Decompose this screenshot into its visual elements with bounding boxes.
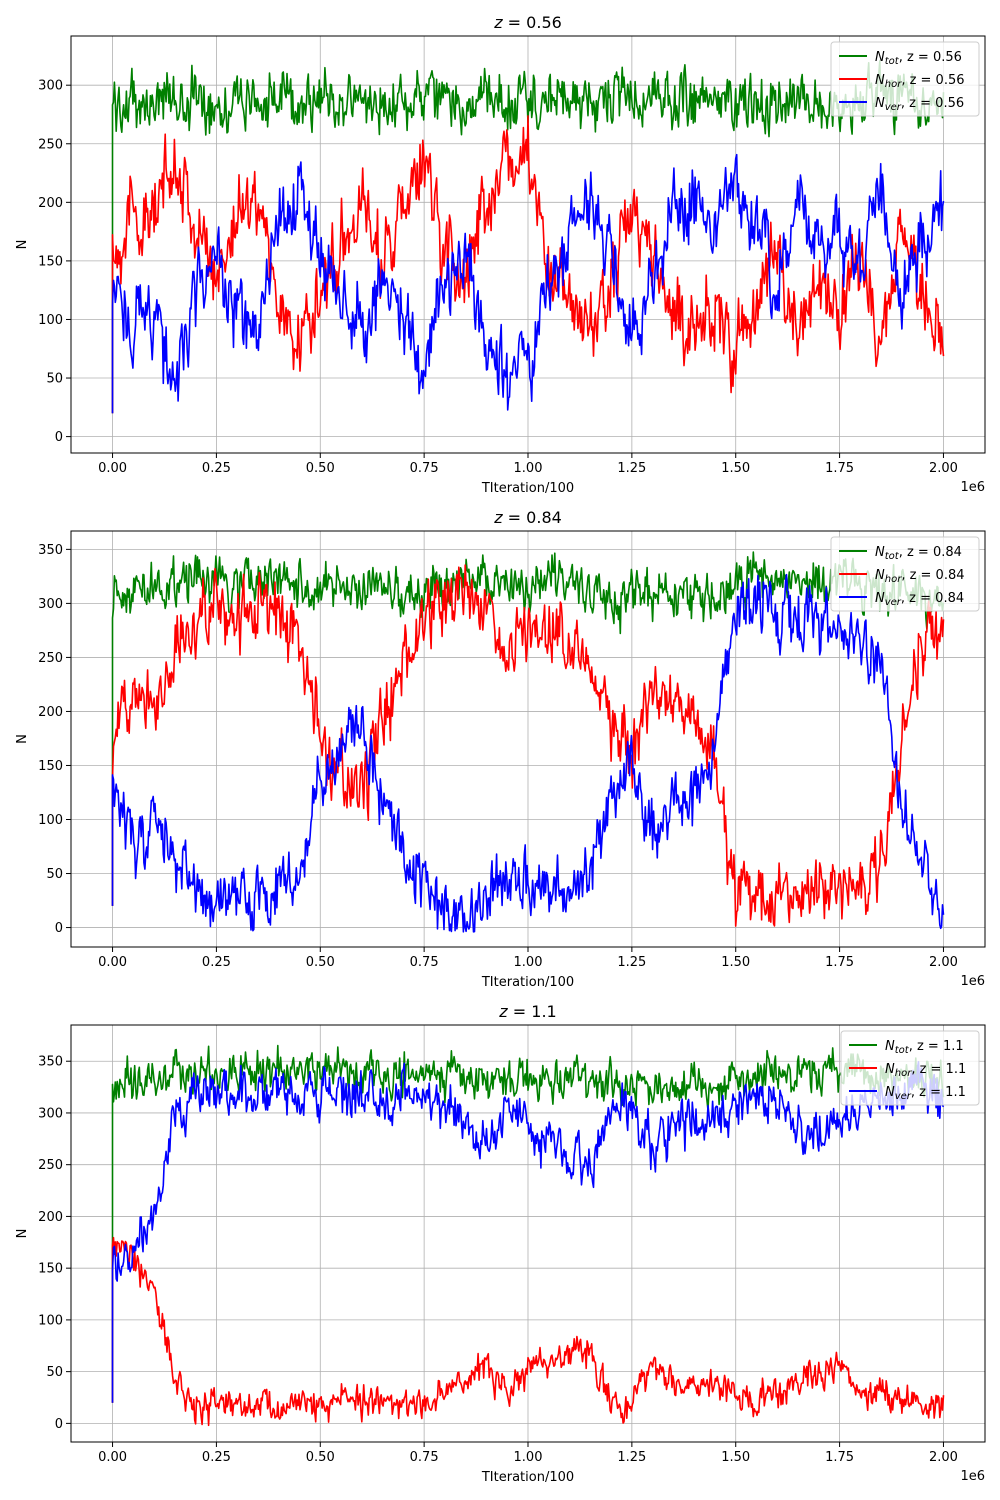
legend-label: Nhor, z = 0.84: [875, 568, 965, 585]
x-tick-label: 0.00: [98, 1450, 127, 1465]
y-tick-label: 200: [38, 196, 63, 211]
y-tick-label: 200: [38, 705, 63, 720]
legend-label: Ntot, z = 1.1: [885, 1039, 964, 1056]
legend-box: [830, 536, 980, 612]
y-tick-label: 0: [55, 430, 63, 445]
x-tick-label: 1.25: [617, 1450, 646, 1465]
y-axis-label: N: [15, 734, 30, 744]
legend: Ntot, z = 0.84 Nhor, z = 0.84 Nver, z = 0.…: [830, 536, 980, 612]
x-tick-label: 0.50: [306, 955, 335, 970]
y-tick-label: 200: [38, 1210, 63, 1225]
y-tick-label: 150: [38, 254, 63, 269]
x-tick-label: 1.00: [514, 461, 543, 476]
grid: [71, 1025, 985, 1442]
series-line-ver: [111, 1061, 945, 1403]
x-tick-label: 0.00: [98, 461, 127, 476]
x-axis-label: TIteration/100: [481, 1470, 574, 1485]
x-tick-label: 1.75: [825, 955, 854, 970]
chart-title: z = 1.1: [498, 1002, 556, 1021]
chart-panel-3: 0.00 0.25 0.50 0.75 1.00 1.25 1.50 1.75 2.00 0 50 1…: [15, 1002, 986, 1485]
x-tick-label: 0.50: [306, 1450, 335, 1465]
x-tick-label: 2.00: [929, 1450, 958, 1465]
legend-box: [840, 1030, 980, 1106]
legend: Ntot, z = 1.1 Nhor, z = 1.1 Nver, z = 1.1: [840, 1030, 980, 1106]
y-tick-label: 0: [55, 1417, 63, 1432]
legend-label: Nhor, z = 0.56: [875, 73, 965, 90]
y-tick-label: 0: [55, 921, 63, 936]
x-axis-label: TIteration/100: [481, 481, 574, 496]
y-tick-label: 250: [38, 651, 63, 666]
y-tick-label: 300: [38, 597, 63, 612]
y-tick-label: 100: [38, 813, 63, 828]
x-tick-label: 0.75: [410, 461, 439, 476]
series-line-tot: [111, 551, 945, 906]
x-tick-label: 2.00: [929, 955, 958, 970]
legend: Ntot, z = 0.56 Nhor, z = 0.56 Nver, z = 0.…: [830, 41, 980, 117]
legend-label: Ntot, z = 0.56: [875, 50, 962, 67]
x-tick-label: 0.25: [202, 955, 231, 970]
series-line-ver: [111, 153, 945, 414]
y-tick-label: 250: [38, 137, 63, 152]
y-tick-label: 100: [38, 1313, 63, 1328]
x-tick-label: 1.75: [825, 461, 854, 476]
legend-box: [830, 41, 980, 117]
legend-label: Ntot, z = 0.84: [875, 545, 962, 562]
series-line-ver: [111, 573, 945, 933]
y-tick-label: 300: [38, 1106, 63, 1121]
legend-label: Nver, z = 0.56: [875, 96, 964, 113]
y-tick-label: 250: [38, 1158, 63, 1173]
y-tick-label: 150: [38, 759, 63, 774]
y-tick-label: 50: [46, 372, 63, 387]
chart-title: z = 0.84: [493, 508, 562, 527]
x-axis-label: TIteration/100: [481, 975, 574, 990]
y-axis-label: N: [15, 1229, 30, 1239]
x-tick-label: 1.00: [514, 955, 543, 970]
x-tick-label: 0.50: [306, 461, 335, 476]
legend-label: Nver, z = 0.84: [875, 591, 964, 608]
x-tick-label: 0.25: [202, 1450, 231, 1465]
series-line-hor: [111, 564, 945, 927]
x-tick-label: 1.75: [825, 1450, 854, 1465]
chart-panel-1: 0.00 0.25 0.50 0.75 1.00 1.25 1.50 1.75 2.00 0 50 1…: [15, 13, 986, 496]
y-tick-label: 50: [46, 1365, 63, 1380]
series-line-tot: [111, 60, 945, 414]
x-tick-label: 1.25: [617, 955, 646, 970]
y-axis-label: N: [15, 240, 30, 250]
chart-title: z = 0.56: [493, 13, 562, 32]
x-tick-label: 0.75: [410, 1450, 439, 1465]
x-tick-label: 1.25: [617, 461, 646, 476]
x-tick-label: 1.00: [514, 1450, 543, 1465]
legend-label: Nhor, z = 1.1: [885, 1062, 966, 1079]
x-tick-label: 1.50: [721, 1450, 750, 1465]
chart-panel-2: 0.00 0.25 0.50 0.75 1.00 1.25 1.50 1.75 2.00 0 50 1…: [15, 508, 986, 990]
x-offset-label: 1e6: [960, 1469, 985, 1484]
y-tick-label: 100: [38, 313, 63, 328]
x-tick-label: 0.75: [410, 955, 439, 970]
x-tick-label: 1.50: [721, 461, 750, 476]
y-tick-label: 50: [46, 867, 63, 882]
x-offset-label: 1e6: [960, 480, 985, 495]
y-tick-label: 350: [38, 1055, 63, 1070]
series-line-hor: [111, 1236, 945, 1427]
y-tick-label: 350: [38, 543, 63, 558]
x-tick-label: 1.50: [721, 955, 750, 970]
legend-label: Nver, z = 1.1: [885, 1085, 966, 1102]
x-tick-label: 2.00: [929, 461, 958, 476]
x-tick-label: 0.25: [202, 461, 231, 476]
x-offset-label: 1e6: [960, 974, 985, 989]
x-tick-label: 0.00: [98, 955, 127, 970]
series-line-tot: [111, 1044, 945, 1403]
y-tick-label: 150: [38, 1262, 63, 1277]
series-line-hor: [111, 115, 945, 414]
y-tick-label: 300: [38, 79, 63, 94]
